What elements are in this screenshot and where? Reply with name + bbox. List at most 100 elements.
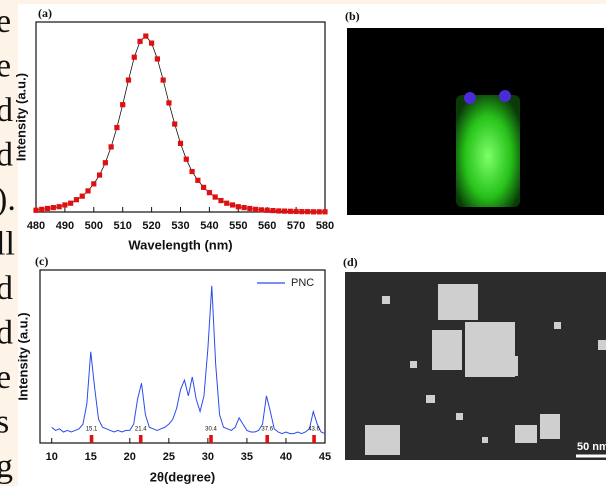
marker	[125, 77, 132, 83]
reference-peak	[209, 435, 213, 443]
reflection	[499, 90, 511, 102]
x-tick-label: 560	[258, 220, 276, 232]
margin-text: d	[0, 92, 13, 129]
margin-text: ll	[0, 225, 15, 262]
marker	[293, 208, 299, 215]
panel-label: (a)	[38, 6, 52, 20]
margin-text: ).	[0, 181, 16, 218]
marker	[287, 208, 293, 214]
x-tick-label: 570	[287, 220, 305, 232]
marker	[224, 200, 230, 206]
marker	[276, 208, 282, 214]
margin-text: d	[0, 136, 13, 173]
marker	[166, 100, 172, 106]
reference-peak	[312, 435, 316, 443]
marker	[39, 206, 45, 212]
margin-text: d	[0, 270, 13, 307]
panel-label: (c)	[35, 254, 48, 268]
marker	[50, 205, 56, 211]
x-tick-label: 35	[241, 451, 253, 463]
margin-text: e	[0, 47, 11, 84]
marker	[62, 202, 68, 208]
marker	[79, 193, 85, 199]
legend-label: PNC	[291, 277, 314, 289]
margin-text: s	[0, 403, 9, 440]
marker	[305, 209, 311, 215]
reference-peak	[265, 435, 270, 443]
reflection	[464, 92, 476, 104]
reference-peak	[89, 435, 94, 443]
margin-text: d	[0, 314, 13, 351]
reference-label: 30.4	[205, 427, 217, 433]
marker	[149, 40, 155, 46]
margin-text: e	[0, 3, 11, 40]
scale-bar-label: 50 nm	[577, 441, 606, 453]
marker	[281, 208, 288, 214]
marker	[120, 102, 126, 108]
x-tick-label: 500	[85, 220, 103, 232]
x-tick-label: 40	[280, 451, 292, 463]
marker	[160, 77, 166, 83]
marker	[114, 124, 120, 131]
marker	[322, 209, 328, 215]
y-axis-title: Intensity (a.u.)	[13, 73, 28, 161]
vial	[456, 95, 520, 207]
marker	[258, 207, 265, 213]
x-axis-title: 2θ(degree)	[150, 469, 216, 484]
marker	[108, 144, 114, 150]
x-tick-label: 530	[171, 220, 189, 232]
x-tick-label: 520	[142, 220, 160, 232]
x-tick-label: 550	[229, 220, 247, 232]
marker	[270, 207, 276, 214]
marker	[85, 188, 91, 194]
reference-label: 15.1	[86, 427, 98, 433]
plot-frame	[39, 269, 326, 444]
x-tick-label: 30	[202, 451, 214, 463]
x-tick-label: 10	[46, 451, 58, 463]
nanocubes	[365, 284, 606, 455]
marker	[91, 181, 97, 187]
marker	[44, 205, 51, 212]
marker	[212, 194, 218, 200]
marker	[229, 202, 236, 208]
marker	[264, 207, 270, 213]
x-tick-label: 20	[124, 451, 136, 463]
marker	[73, 197, 80, 203]
marker	[253, 206, 259, 212]
marker	[247, 205, 253, 212]
marker	[241, 205, 247, 211]
x-tick-label: 25	[163, 451, 175, 463]
marker	[96, 172, 103, 178]
marker	[56, 204, 62, 210]
x-tick-label: 510	[114, 220, 132, 232]
marker	[33, 207, 39, 213]
marker	[299, 209, 305, 215]
y-axis-title: Intensity (a.u.)	[15, 312, 30, 400]
marker	[183, 156, 189, 162]
x-tick-label: 45	[319, 451, 331, 463]
x-tick-label: 490	[56, 220, 74, 232]
reference-peak	[138, 435, 143, 443]
marker	[310, 209, 317, 215]
panel-label: (b)	[345, 9, 360, 23]
marker	[206, 190, 212, 196]
marker	[189, 168, 195, 175]
marker	[137, 38, 143, 44]
marker	[235, 204, 241, 210]
marker	[102, 160, 108, 166]
marker	[177, 140, 184, 146]
series-line	[51, 285, 326, 435]
x-tick-label: 540	[200, 220, 218, 232]
marker	[68, 200, 74, 206]
marker	[316, 209, 322, 215]
marker	[201, 184, 207, 190]
x-tick-label: 480	[27, 220, 45, 232]
margin-text: g	[0, 448, 13, 485]
marker	[195, 177, 201, 183]
x-axis-title: Wavelength (nm)	[128, 237, 232, 252]
reference-label: 43.6	[308, 427, 320, 433]
x-tick-label: 580	[316, 220, 334, 232]
marker	[218, 197, 224, 204]
reference-label: 37.6	[261, 427, 273, 433]
